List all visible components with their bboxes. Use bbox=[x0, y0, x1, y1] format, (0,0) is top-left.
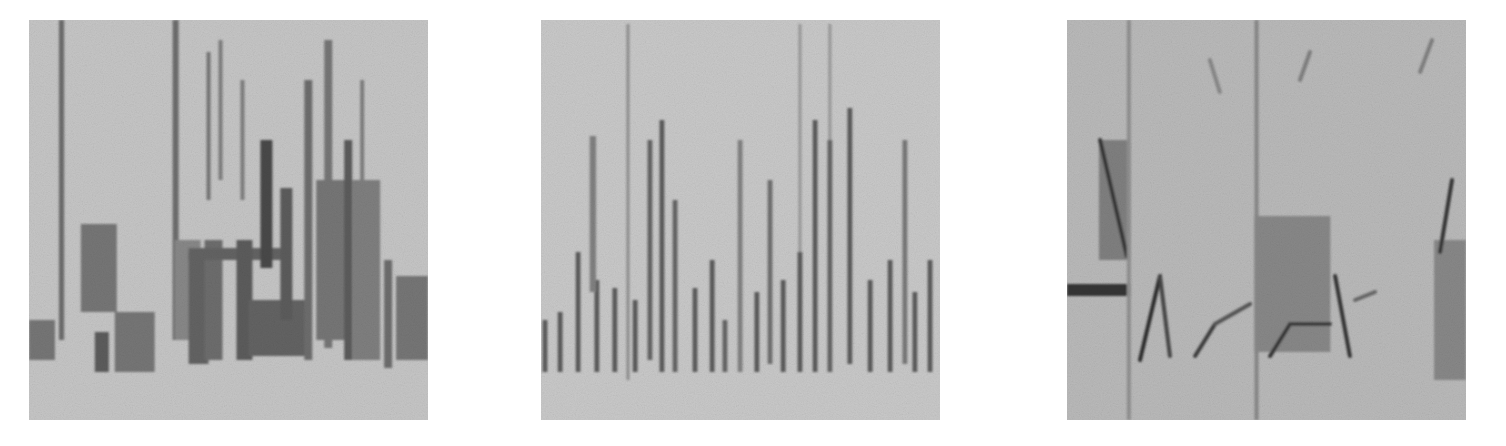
plot-background bbox=[29, 20, 428, 420]
spectrogram-panel bbox=[29, 20, 428, 420]
canvas bbox=[0, 0, 1506, 446]
noise bbox=[29, 20, 428, 420]
spectrogram-panel bbox=[1067, 20, 1466, 420]
plot-background bbox=[541, 20, 940, 420]
plot-background bbox=[1067, 20, 1466, 420]
noise bbox=[1067, 20, 1466, 420]
spectrogram-panel bbox=[541, 20, 940, 420]
noise bbox=[541, 20, 940, 420]
marks bbox=[1067, 20, 1466, 420]
